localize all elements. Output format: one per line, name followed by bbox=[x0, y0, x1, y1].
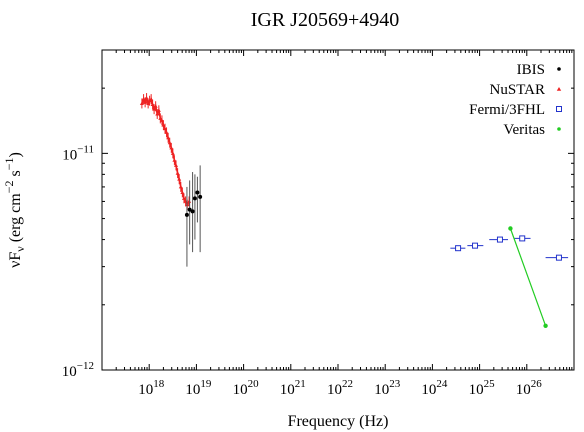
y-tick-label-exponent: −11 bbox=[77, 143, 94, 155]
nustar-point bbox=[181, 196, 186, 200]
x-tick-label-base: 10 bbox=[469, 382, 484, 398]
nustar-point bbox=[152, 107, 157, 111]
ibis-point bbox=[184, 212, 189, 217]
nustar-point bbox=[150, 102, 155, 107]
nustar-point bbox=[174, 163, 179, 167]
veritas-point bbox=[508, 226, 513, 231]
legend-label-nustar: NuSTAR bbox=[490, 82, 545, 98]
nustar-point bbox=[153, 104, 158, 108]
fermi-point bbox=[555, 254, 562, 261]
fermi-point bbox=[519, 235, 526, 242]
ibis-point bbox=[192, 196, 197, 201]
x-tick-label: 1025 bbox=[469, 378, 496, 398]
y-tick-label-base: 10 bbox=[62, 364, 77, 380]
nustar-point bbox=[170, 151, 175, 155]
y-tick-label-base: 10 bbox=[62, 147, 77, 163]
fermi-point bbox=[496, 236, 503, 243]
x-tick-label: 1023 bbox=[374, 378, 401, 398]
x-tick-label: 1019 bbox=[185, 378, 212, 398]
x-tick-label-base: 10 bbox=[421, 382, 436, 398]
x-tick-label-exponent: 21 bbox=[295, 378, 306, 390]
x-tick-label: 1024 bbox=[421, 378, 448, 398]
x-tick-label-exponent: 26 bbox=[531, 378, 543, 390]
nustar-point bbox=[155, 111, 160, 116]
fermi-point bbox=[455, 245, 462, 252]
ibis-point bbox=[195, 190, 200, 195]
legend-marker-fermi-3fhl bbox=[556, 106, 562, 112]
legend-marker-ibis bbox=[557, 67, 561, 71]
nustar-point bbox=[164, 130, 169, 134]
y-axis-label: νFν (erg cm−2 s−1) bbox=[2, 152, 27, 268]
legend-label-fermi-3fhl: Fermi/3FHL bbox=[469, 102, 545, 118]
x-tick-label: 1018 bbox=[138, 378, 165, 398]
y-axis-label-main: νF bbox=[7, 252, 24, 268]
y-tick-label-exponent: −12 bbox=[77, 360, 94, 372]
x-axis-label: Frequency (Hz) bbox=[288, 413, 389, 430]
x-tick-label: 1022 bbox=[327, 378, 353, 398]
nustar-point bbox=[162, 126, 167, 131]
series-ibis bbox=[184, 165, 203, 267]
x-tick-label-base: 10 bbox=[280, 382, 295, 398]
y-axis-label-mid: s bbox=[7, 170, 24, 180]
chart-title: IGR J20569+4940 bbox=[251, 9, 400, 31]
x-tick-label-exponent: 19 bbox=[200, 378, 212, 390]
nustar-point bbox=[156, 108, 161, 112]
series-fermi-3fhl bbox=[450, 235, 569, 261]
nustar-point bbox=[169, 145, 174, 150]
x-tick-label-exponent: 20 bbox=[248, 378, 260, 390]
legend: IBIS NuSTAR Fermi/3FHL Veritas bbox=[469, 62, 562, 138]
y-axis-label-end: ) bbox=[7, 152, 24, 157]
x-tick-label: 1026 bbox=[516, 378, 543, 398]
nustar-point bbox=[158, 116, 163, 120]
ibis-point bbox=[190, 209, 195, 214]
nustar-point bbox=[144, 96, 149, 100]
series-nustar bbox=[139, 93, 192, 210]
x-tick-label-base: 10 bbox=[185, 382, 200, 398]
data-layer bbox=[139, 93, 569, 328]
x-tick-label-exponent: 18 bbox=[153, 378, 165, 390]
nustar-point bbox=[178, 184, 183, 189]
y-tick-label: 10−12 bbox=[62, 360, 94, 380]
x-tick-label-exponent: 25 bbox=[484, 378, 496, 390]
x-tick-label-exponent: 23 bbox=[389, 378, 401, 390]
fermi-point bbox=[472, 242, 479, 249]
y-tick-label: 10−11 bbox=[62, 143, 94, 163]
nustar-point bbox=[139, 101, 144, 105]
legend-marker-veritas bbox=[557, 127, 561, 131]
x-tick-label: 1021 bbox=[280, 378, 306, 398]
x-tick-label-base: 10 bbox=[233, 382, 248, 398]
nustar-point bbox=[180, 190, 185, 194]
nustar-point bbox=[141, 97, 146, 101]
x-tick-label: 1020 bbox=[233, 378, 260, 398]
ibis-point bbox=[198, 194, 203, 199]
y-axis-label-sub: ν bbox=[13, 246, 27, 252]
plot-frame bbox=[101, 49, 575, 371]
y-axis-label-exp1: −2 bbox=[2, 180, 16, 193]
x-tick-label-base: 10 bbox=[138, 382, 153, 398]
nustar-point bbox=[167, 140, 172, 145]
axis-ticks: 1018 1019 1020 1021 1022 1023 1024 1025 102610−1… bbox=[62, 50, 574, 398]
nustar-point bbox=[161, 123, 166, 127]
nustar-point bbox=[172, 158, 177, 162]
nustar-point bbox=[177, 177, 182, 181]
x-tick-label-exponent: 22 bbox=[342, 378, 353, 390]
x-tick-label-base: 10 bbox=[327, 382, 342, 398]
series-veritas bbox=[508, 226, 548, 328]
legend-label-ibis: IBIS bbox=[517, 62, 545, 78]
nustar-point bbox=[166, 135, 171, 140]
legend-label-veritas: Veritas bbox=[503, 122, 545, 138]
y-axis-label-rest: (erg cm bbox=[7, 193, 24, 247]
legend-marker-nustar bbox=[556, 87, 562, 91]
x-tick-label-exponent: 24 bbox=[436, 378, 448, 390]
x-tick-label-base: 10 bbox=[374, 382, 389, 398]
veritas-line bbox=[509, 228, 547, 326]
y-axis-label-exp2: −1 bbox=[2, 157, 16, 170]
ibis-point bbox=[187, 207, 192, 212]
veritas-point bbox=[543, 323, 548, 328]
x-tick-label-base: 10 bbox=[516, 382, 531, 398]
nustar-point bbox=[175, 171, 180, 175]
